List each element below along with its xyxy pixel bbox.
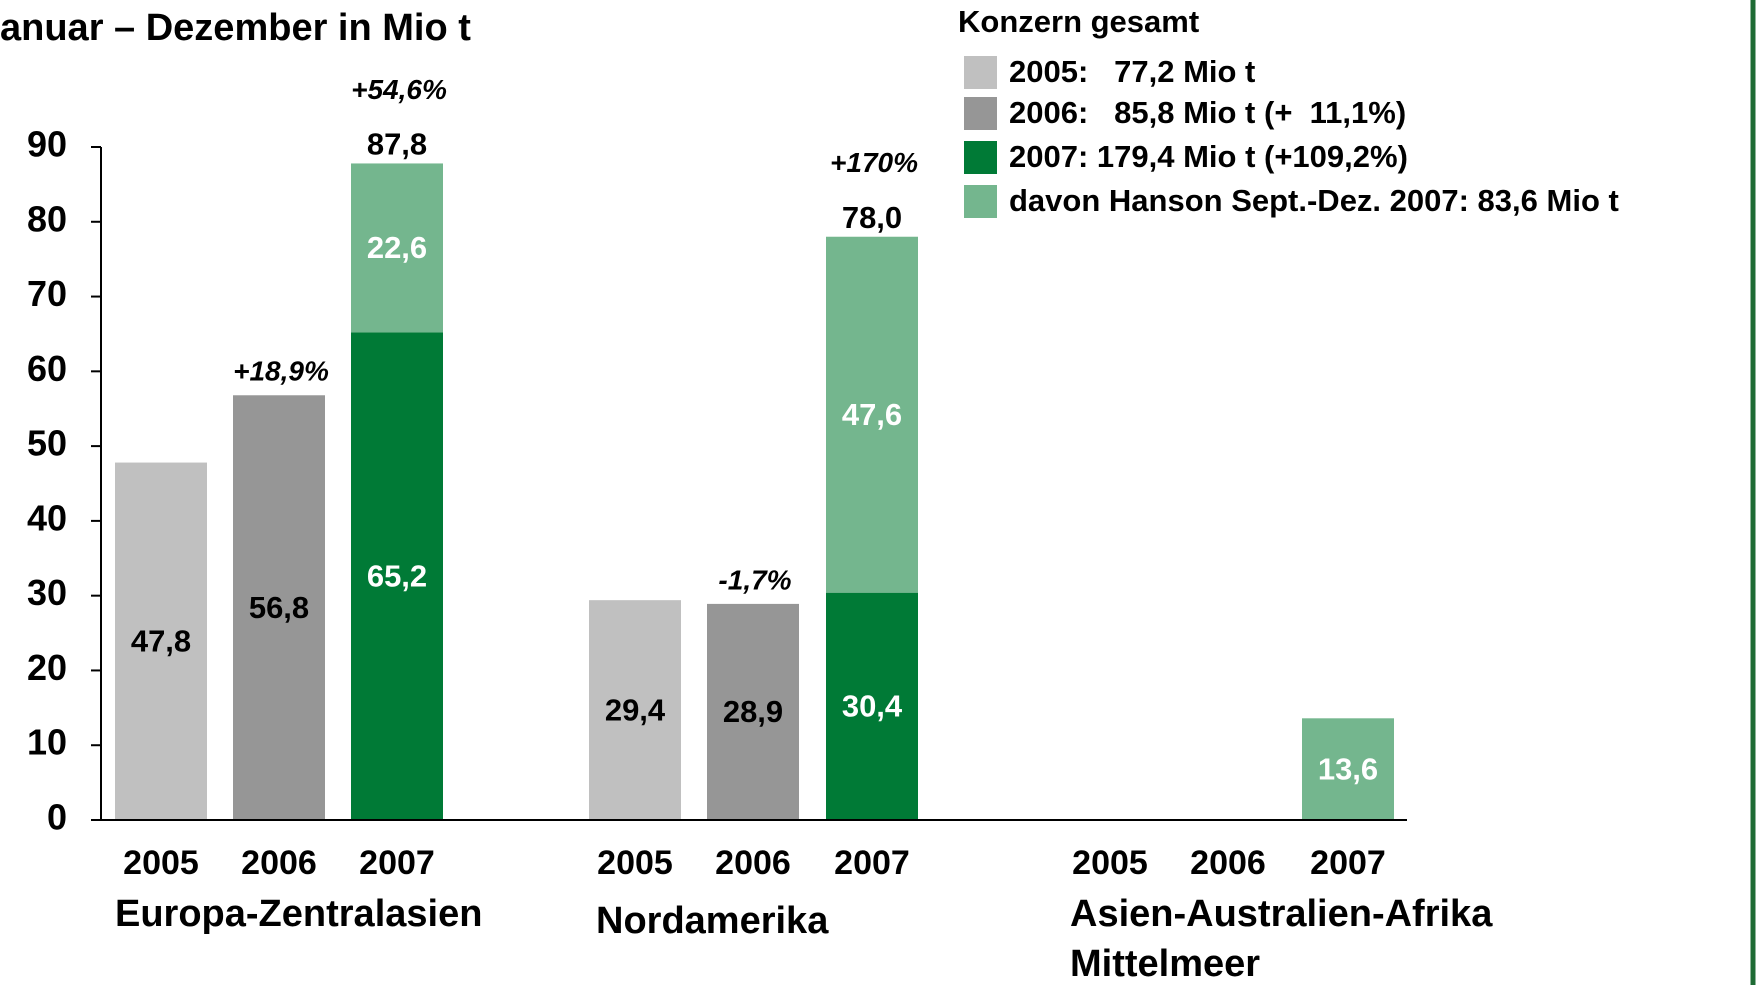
x-tick-label: 2005: [1072, 844, 1148, 882]
total-label: 87,8: [367, 127, 427, 162]
group-label: Europa-Zentralasien: [115, 893, 482, 935]
group-label: Asien-Australien-Afrika Mittelmeer: [1070, 893, 1493, 985]
x-tick-label: 2007: [834, 844, 910, 882]
legend-swatch: [964, 56, 997, 89]
legend-title: Konzern gesamt: [958, 4, 1199, 39]
y-tick-label: 20: [27, 647, 67, 688]
bar-segment: [1302, 718, 1394, 820]
legend-swatch: [964, 185, 997, 218]
change-annotation: +18,9%: [233, 356, 329, 387]
y-tick-label: 60: [27, 348, 67, 389]
y-tick-label: 80: [27, 198, 67, 239]
y-tick-label: 0: [47, 797, 67, 838]
x-tick-label: 2007: [359, 844, 435, 882]
x-tick-label: 2007: [1310, 844, 1386, 882]
change-annotation: +170%: [830, 147, 918, 178]
value-label: 47,6: [842, 397, 902, 432]
value-label: 47,8: [131, 623, 191, 658]
bar-segment: [115, 462, 207, 820]
bar-segment: [351, 332, 443, 820]
y-tick-label: 40: [27, 497, 67, 538]
y-tick-label: 10: [27, 722, 67, 763]
x-tick-label: 2006: [241, 844, 317, 882]
y-tick-label: 70: [27, 273, 67, 314]
y-tick-label: 90: [27, 124, 67, 165]
legend-label: davon Hanson Sept.-Dez. 2007: 83,6 Mio t: [1009, 183, 1619, 218]
legend-swatch: [964, 141, 997, 174]
legend-label: 2007: 179,4 Mio t (+109,2%): [1009, 139, 1408, 174]
change-annotation: +54,6%: [351, 74, 447, 105]
x-tick-label: 2005: [597, 844, 673, 882]
bar-segment: [826, 236, 918, 593]
value-label: 28,9: [723, 694, 783, 729]
y-tick-label: 30: [27, 572, 67, 613]
x-tick-label: 2006: [1190, 844, 1266, 882]
x-tick-label: 2006: [715, 844, 791, 882]
value-label: 29,4: [605, 692, 666, 727]
x-tick-label: 2005: [123, 844, 199, 882]
group-label: Nordamerika: [596, 900, 829, 942]
change-annotation: -1,7%: [718, 564, 791, 595]
chart-title: anuar – Dezember in Mio t: [0, 7, 471, 49]
bar-segment: [589, 600, 681, 820]
value-label: 56,8: [249, 590, 309, 625]
legend-swatch: [964, 97, 997, 130]
value-label: 13,6: [1318, 751, 1378, 786]
value-label: 65,2: [367, 558, 427, 593]
total-label: 78,0: [842, 200, 902, 235]
value-label: 30,4: [842, 689, 903, 724]
y-tick-label: 50: [27, 423, 67, 464]
legend-label: 2005: 77,2 Mio t: [1009, 54, 1255, 89]
value-label: 22,6: [367, 230, 427, 265]
bar-segment: [233, 395, 325, 820]
bar-segment: [351, 163, 443, 333]
bar-segment: [826, 592, 918, 820]
bar-segment: [707, 603, 799, 820]
legend-label: 2006: 85,8 Mio t (+ 11,1%): [1009, 95, 1406, 130]
